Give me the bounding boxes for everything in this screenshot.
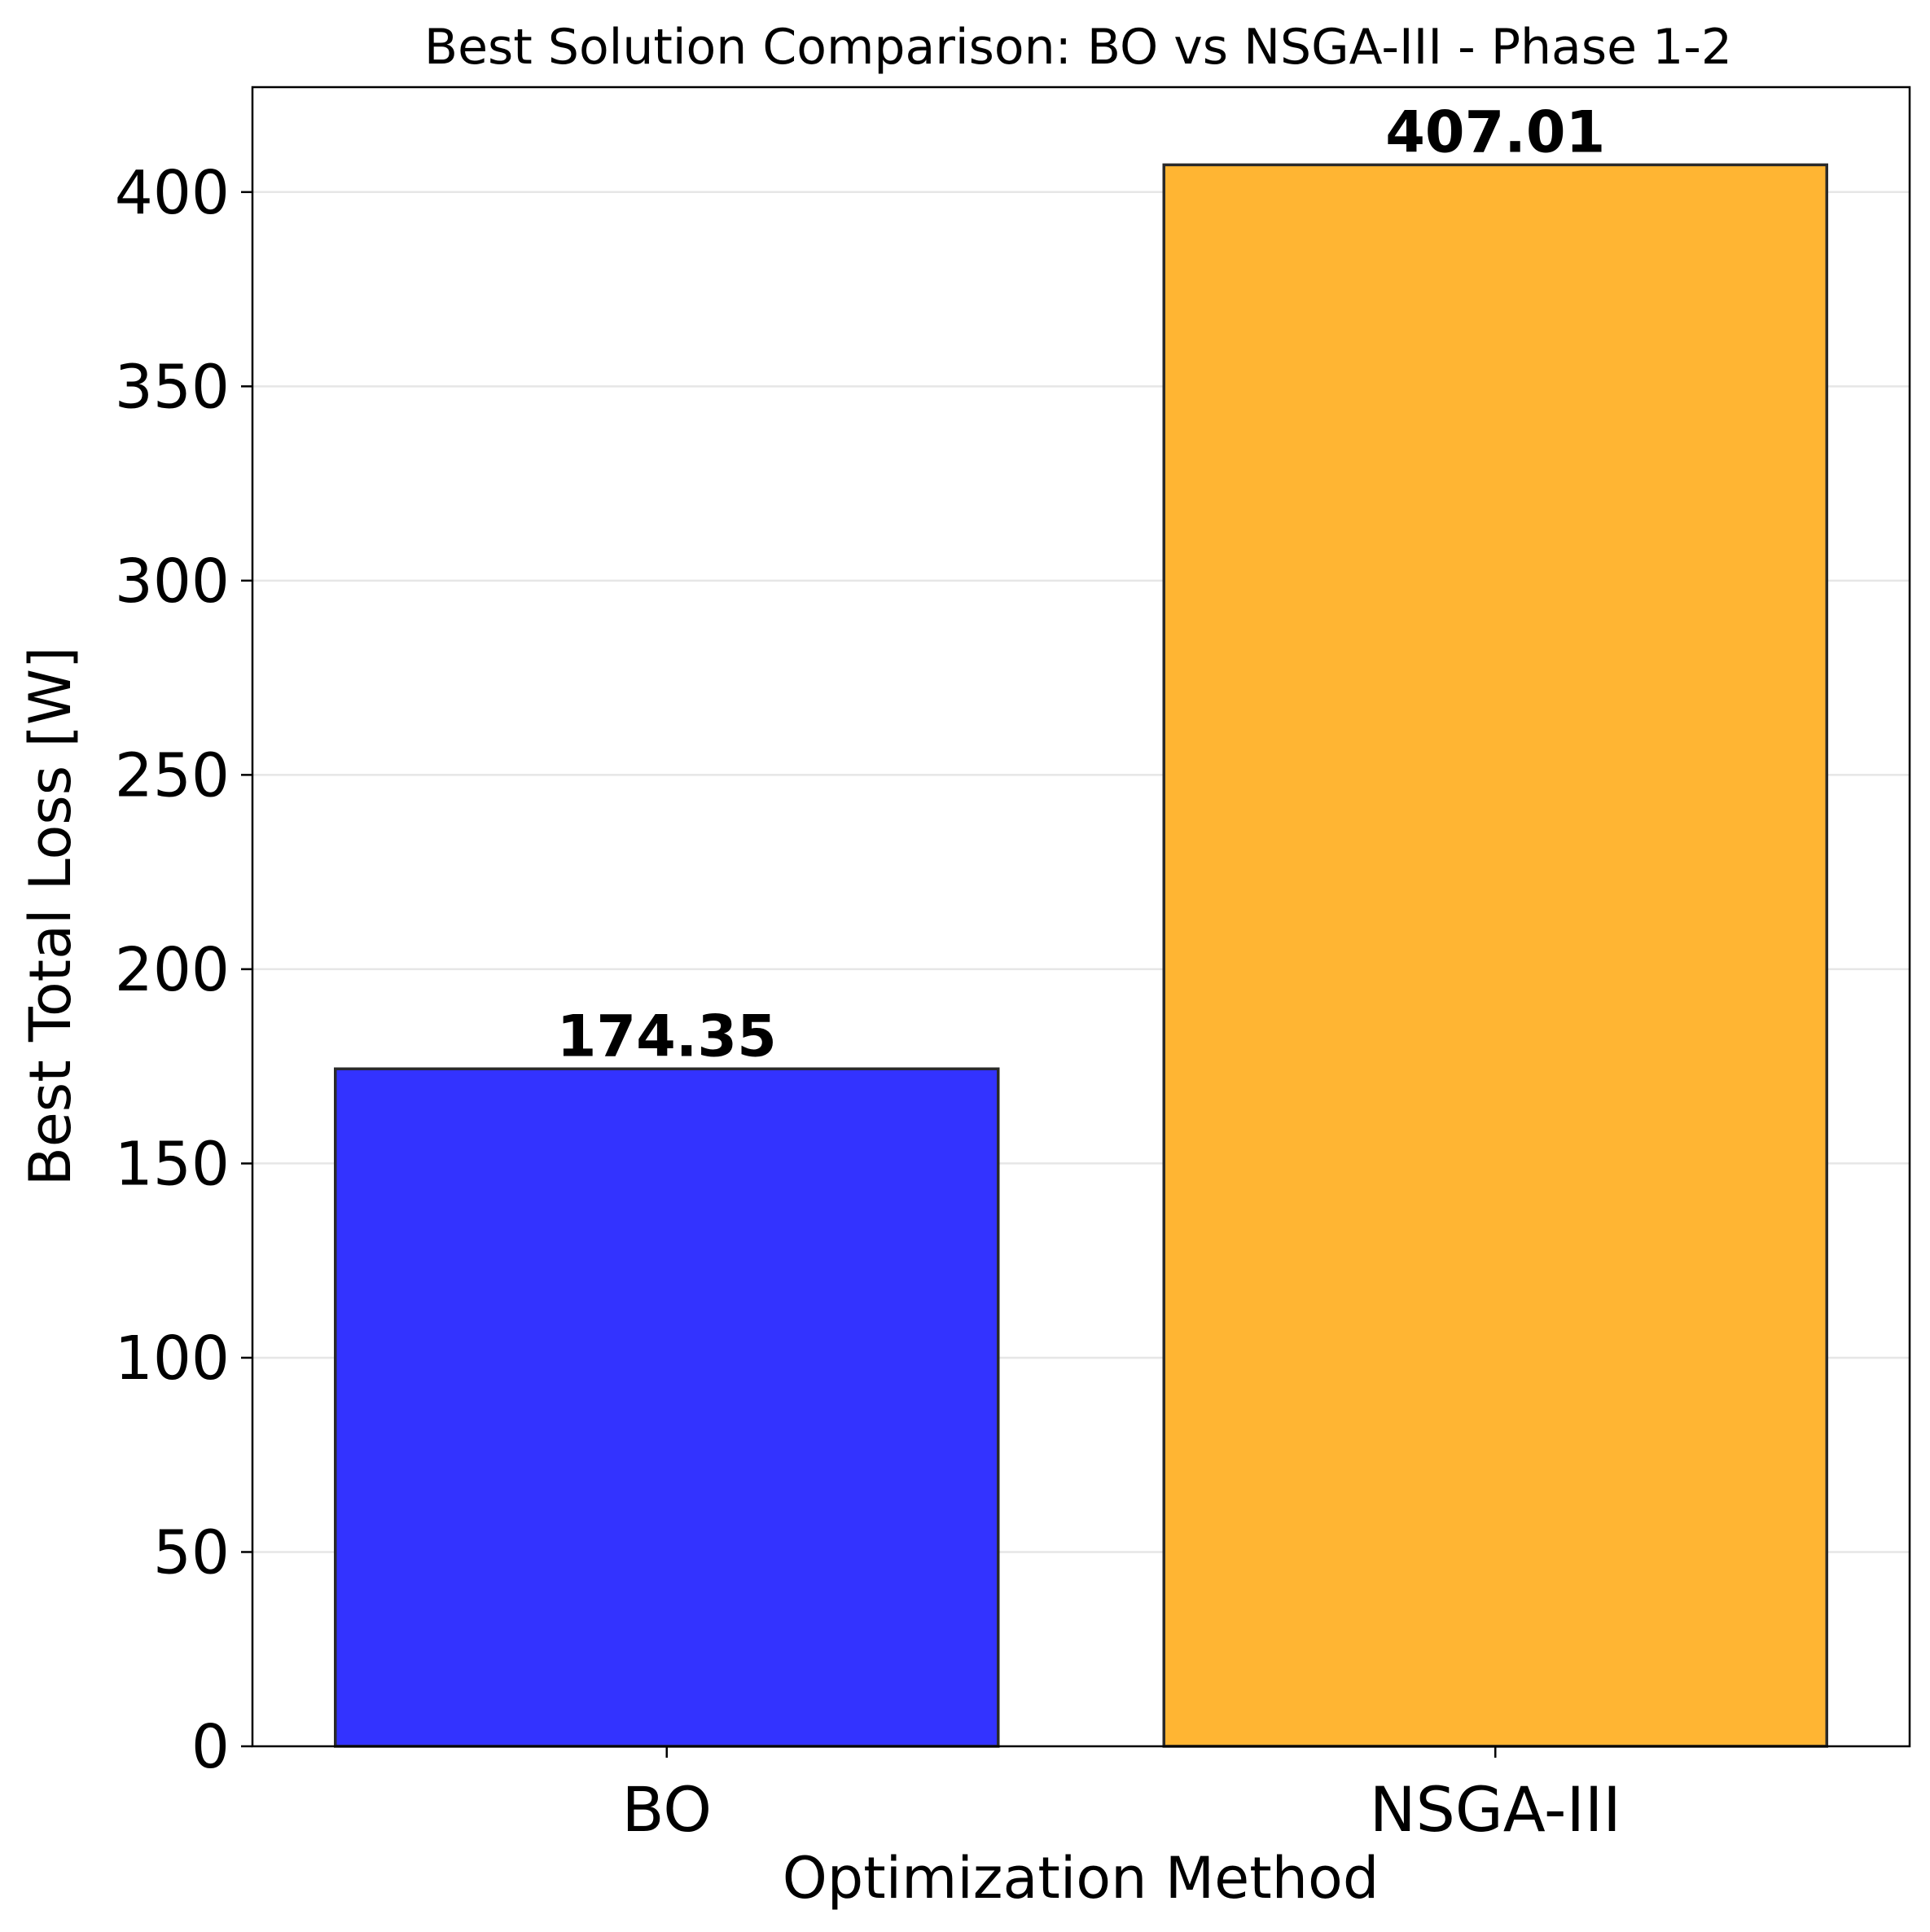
y-axis-label: Best Total Loss [W]	[17, 647, 84, 1187]
y-tick-label-300: 300	[115, 547, 230, 617]
x-axis-label: Optimization Method	[783, 1845, 1380, 1912]
bar-nsga-iii	[1162, 163, 1828, 1748]
y-tick-label-150: 150	[115, 1129, 230, 1199]
y-tick-label-350: 350	[115, 352, 230, 422]
plot-frame	[251, 86, 1911, 1748]
y-tick-label-100: 100	[115, 1324, 230, 1394]
x-axis-ticks: BO NSGA-III	[621, 1746, 1621, 1846]
y-tick-label-200: 200	[115, 935, 230, 1005]
chart-title: Best Solution Comparison: BO vs NSGA-III…	[424, 19, 1732, 76]
bars	[334, 163, 1828, 1748]
y-tick-label-400: 400	[115, 158, 230, 228]
data-label-nsga-iii: 407.01	[1385, 99, 1605, 165]
bar-bo	[334, 1067, 1000, 1748]
x-tick-label-bo: BO	[621, 1773, 712, 1846]
y-tick-label-250: 250	[115, 740, 230, 810]
y-tick-label-0: 0	[191, 1712, 230, 1782]
y-axis-ticks: 0 50 100 150 200 250 300 350 400	[115, 158, 252, 1782]
y-tick-label-50: 50	[153, 1517, 230, 1587]
data-labels: 174.35 407.01	[557, 99, 1606, 1069]
data-label-bo: 174.35	[557, 1003, 777, 1069]
x-tick-label-nsga-iii: NSGA-III	[1370, 1773, 1621, 1846]
